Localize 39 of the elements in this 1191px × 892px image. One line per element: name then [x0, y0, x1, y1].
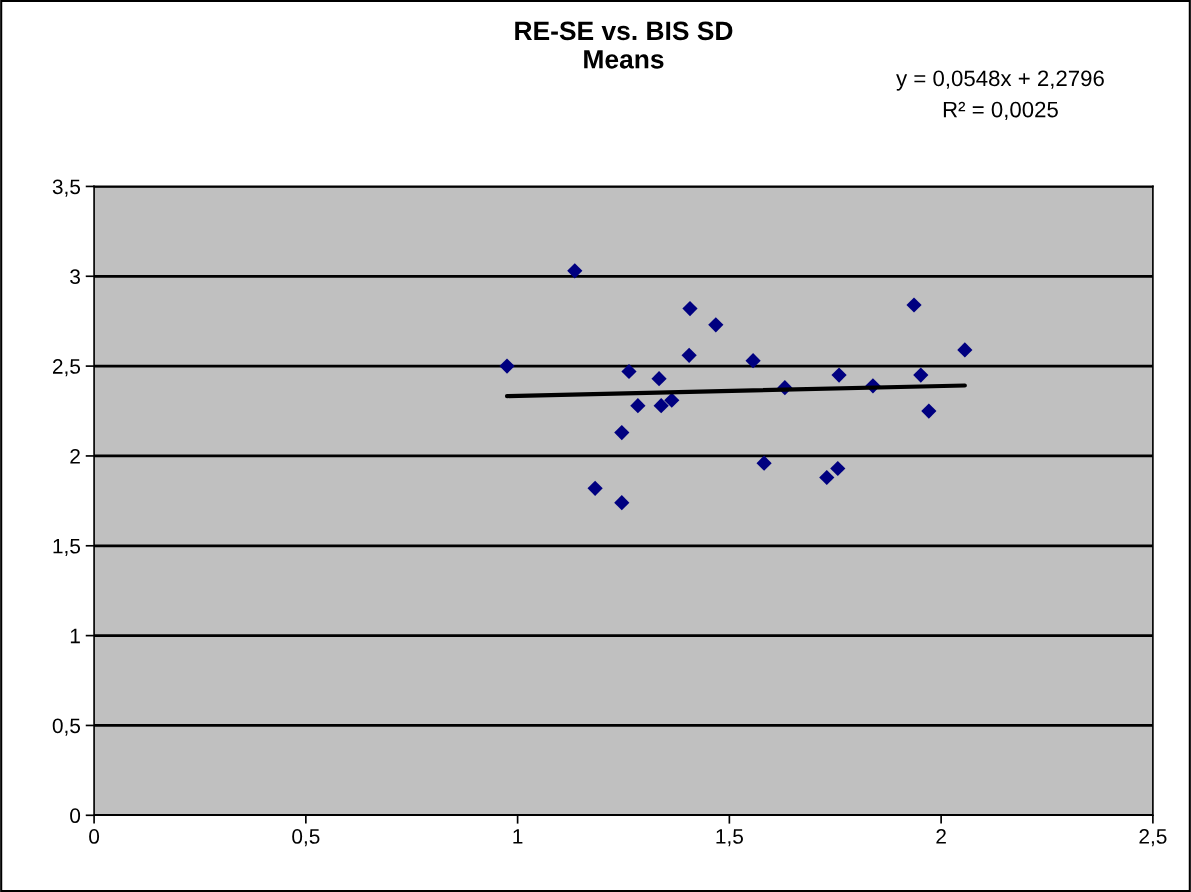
point	[921, 403, 937, 419]
point	[664, 392, 680, 408]
point	[906, 297, 922, 313]
point	[756, 455, 772, 471]
x-tick-label: 0,5	[292, 829, 320, 847]
point	[614, 424, 630, 441]
point	[587, 480, 603, 496]
y-tick-label: 0	[70, 808, 81, 824]
y-tick-label: 1,5	[53, 538, 81, 556]
y-tick-label: 1	[70, 628, 80, 644]
x-tick-label: 0	[89, 829, 100, 844]
x-tick-label: 1	[513, 829, 523, 844]
text: R² = 0,0025	[943, 101, 1058, 121]
point	[651, 371, 667, 387]
point	[830, 460, 846, 477]
y-tick-label: 2	[70, 448, 80, 464]
point	[819, 469, 835, 486]
text: y = 0,0548x + 2,2796	[896, 70, 1104, 91]
point	[708, 317, 724, 333]
x-tick-label: 2	[936, 829, 946, 844]
x-tick-label: 2,5	[1139, 829, 1167, 847]
point	[913, 367, 929, 383]
chart-title: RE-SE vs. BIS SD Means	[515, 21, 733, 69]
y-tick-label: 3	[70, 269, 80, 285]
point	[499, 358, 515, 374]
point	[831, 367, 847, 383]
x-tick-label: 1,5	[716, 829, 743, 847]
y-tick-label: 3,5	[52, 179, 81, 197]
point	[567, 263, 583, 279]
point	[614, 495, 630, 511]
point	[682, 301, 698, 317]
point	[621, 363, 637, 380]
y-tick-label: 2,5	[52, 359, 81, 377]
point	[745, 353, 761, 369]
point	[957, 342, 973, 358]
point	[630, 398, 646, 414]
point	[653, 398, 669, 414]
point	[681, 347, 697, 363]
y-tick-label: 0,5	[52, 718, 81, 736]
